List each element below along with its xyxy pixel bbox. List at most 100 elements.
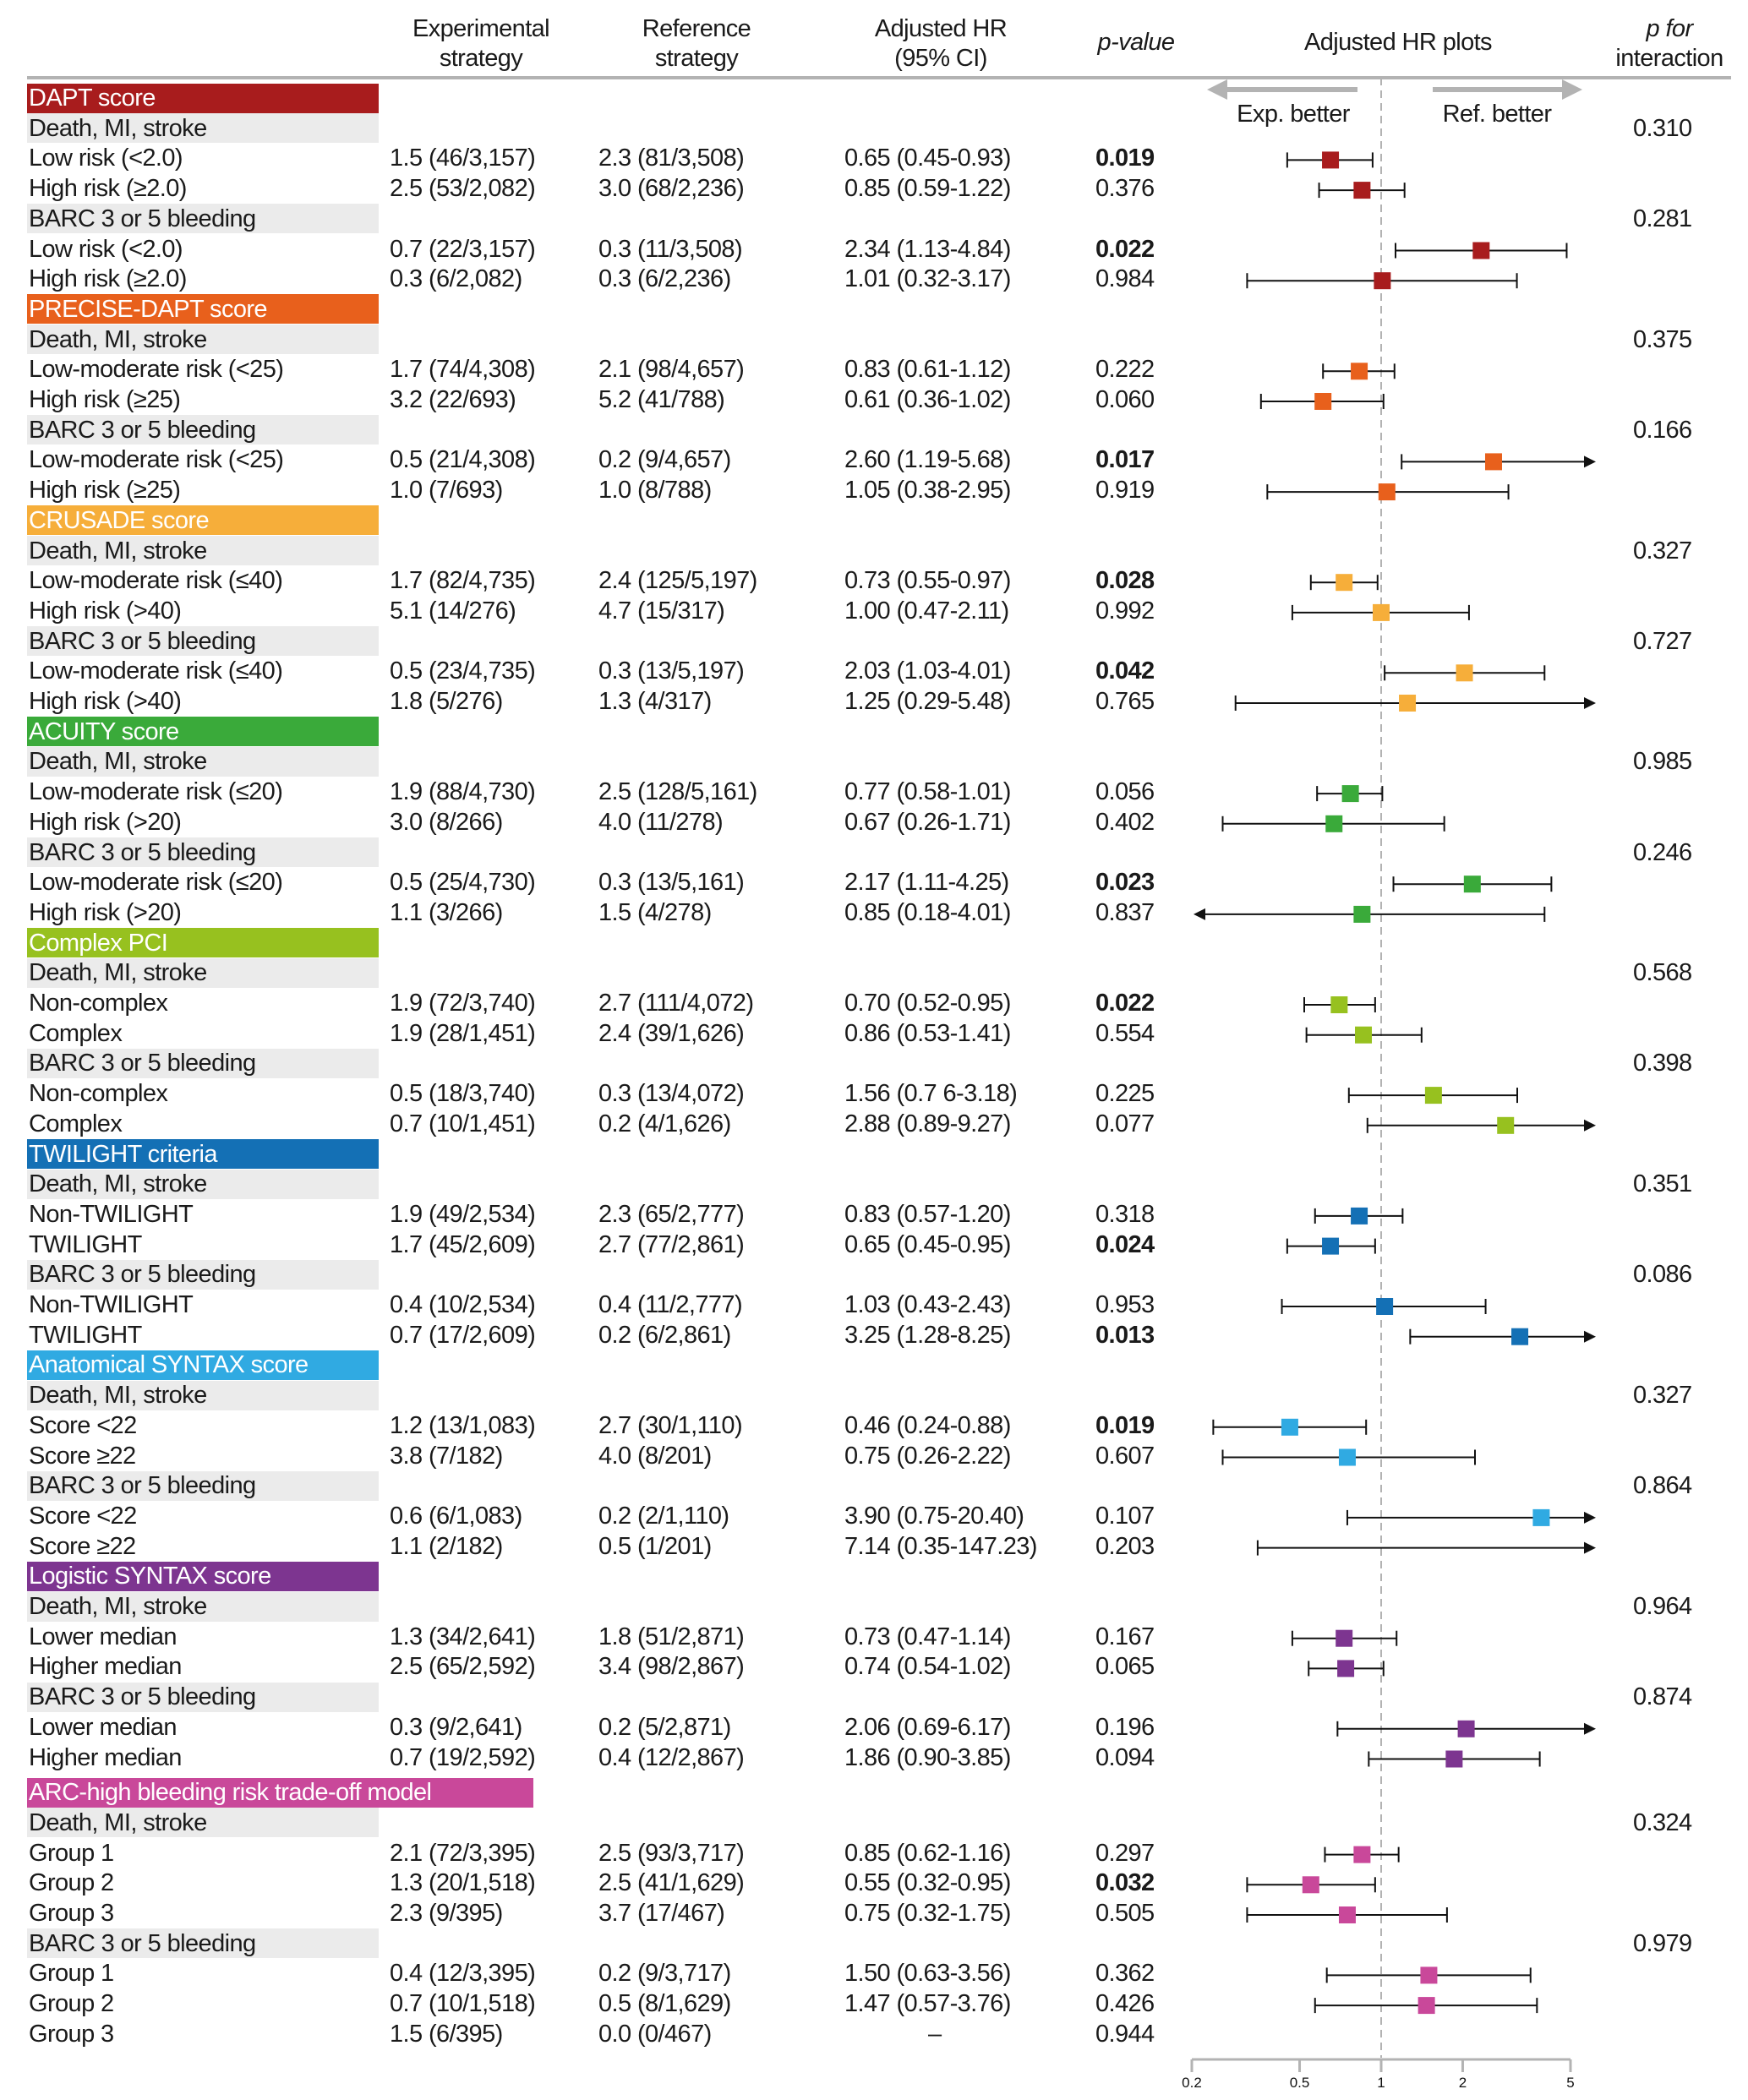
outcome-label: Death, MI, stroke (29, 1382, 207, 1410)
experimental-value: 0.7 (10/1,451) (390, 1110, 536, 1137)
experimental-value: 0.7 (19/2,592) (390, 1743, 536, 1771)
exp-better-arrowhead (1207, 79, 1227, 100)
experimental-value: 1.9 (49/2,534) (390, 1200, 536, 1228)
group-header: TWILIGHT criteria (29, 1140, 217, 1168)
ci-arrow-right (1584, 1541, 1596, 1554)
group-header: CRUSADE score (29, 506, 210, 534)
row-label: Higher median (29, 1743, 182, 1771)
adjusted-hr: – (928, 2020, 942, 2048)
row-label: Group 3 (29, 1900, 114, 1927)
outcome-label: BARC 3 or 5 bleeding (29, 205, 256, 232)
outcome-label: BARC 3 or 5 bleeding (29, 1472, 256, 1500)
hr-marker (1418, 1997, 1435, 2015)
reference-value: 0.3 (11/3,508) (598, 235, 743, 263)
reference-value: 4.7 (15/317) (598, 597, 725, 625)
outcome-band (27, 1470, 379, 1501)
reference-value: 0.2 (9/3,717) (598, 1960, 731, 1988)
p-value: 0.919 (1095, 477, 1155, 505)
row-label: Group 3 (29, 2020, 114, 2048)
adjusted-hr: 0.70 (0.52-0.95) (844, 990, 1011, 1017)
group-header: PRECISE-DAPT score (29, 295, 268, 323)
outcome-label: BARC 3 or 5 bleeding (29, 1683, 256, 1711)
adjusted-hr: 0.65 (0.45-0.93) (844, 145, 1011, 172)
group-header-band (27, 1350, 379, 1380)
group-header: ACUITY score (29, 717, 179, 745)
outcome-label: Death, MI, stroke (29, 537, 207, 565)
group-header-band (27, 717, 379, 747)
adjusted-hr: 0.83 (0.57-1.20) (844, 1200, 1011, 1228)
row-label: Lower median (29, 1623, 178, 1650)
row-label: High risk (≥25) (29, 386, 181, 413)
hr-marker (1374, 272, 1391, 290)
p-value: 0.167 (1095, 1623, 1155, 1650)
p-value: 0.032 (1095, 1869, 1155, 1897)
p-value: 0.376 (1095, 175, 1155, 203)
p-value: 0.426 (1095, 1990, 1155, 2018)
experimental-value: 0.4 (12/3,395) (390, 1960, 536, 1988)
hr-marker (1353, 182, 1371, 199)
group-header-band (27, 294, 379, 325)
p-interaction: 0.874 (1633, 1683, 1692, 1711)
experimental-value: 3.0 (8/266) (390, 808, 503, 836)
row-label: Score <22 (29, 1502, 137, 1530)
reference-value: 4.0 (11/278) (598, 808, 724, 836)
p-interaction: 0.327 (1633, 1382, 1692, 1410)
experimental-value: 1.2 (13/1,083) (390, 1411, 536, 1439)
hr-marker (1472, 242, 1490, 259)
outcome-label: BARC 3 or 5 bleeding (29, 1050, 256, 1077)
row-label: Low-moderate risk (<25) (29, 356, 284, 384)
outcome-band (27, 1682, 379, 1712)
ci-arrow-right (1584, 1330, 1596, 1343)
reference-value: 2.7 (77/2,861) (598, 1230, 745, 1258)
p-value: 0.992 (1095, 597, 1155, 625)
reference-value: 0.2 (2/1,110) (598, 1502, 729, 1530)
hr-marker (1355, 1026, 1373, 1044)
row-label: Non-TWILIGHT (29, 1200, 194, 1228)
experimental-value: 1.3 (34/2,641) (390, 1623, 536, 1650)
p-value: 0.107 (1095, 1502, 1155, 1530)
adjusted-hr: 2.88 (0.89-9.27) (844, 1110, 1011, 1137)
adjusted-hr: 0.65 (0.45-0.95) (844, 1230, 1011, 1258)
experimental-value: 2.5 (65/2,592) (390, 1653, 536, 1681)
reference-value: 0.2 (4/1,626) (598, 1110, 731, 1137)
row-label: Complex (29, 1019, 123, 1047)
ci-arrow-right (1584, 697, 1596, 709)
reference-value: 0.4 (12/2,867) (598, 1743, 745, 1771)
ref-better-arrowhead (1562, 79, 1582, 100)
outcome-label: BARC 3 or 5 bleeding (29, 627, 256, 655)
group-header-band (27, 1561, 379, 1591)
adjusted-hr: 1.25 (0.29-5.48) (844, 688, 1011, 715)
hr-marker (1457, 1720, 1475, 1737)
hr-marker (1338, 1448, 1356, 1466)
header-line: p for (1646, 15, 1693, 42)
adjusted-hr: 0.85 (0.59-1.22) (844, 175, 1011, 203)
p-value: 0.019 (1095, 1411, 1155, 1439)
p-value: 0.028 (1095, 567, 1155, 595)
outcome-band (27, 1928, 379, 1959)
reference-value: 0.2 (5/2,871) (598, 1713, 731, 1741)
group-header-band (27, 928, 379, 958)
row-label: Non-complex (29, 1080, 168, 1108)
reference-value: 0.3 (6/2,236) (598, 265, 731, 293)
hr-marker (1353, 1846, 1371, 1863)
reference-value: 2.5 (93/3,717) (598, 1839, 745, 1867)
x-tick-label: 0.5 (1290, 2075, 1310, 2091)
outcome-band (27, 536, 379, 565)
outcome-label: BARC 3 or 5 bleeding (29, 838, 256, 866)
row-label: Low risk (<2.0) (29, 145, 183, 172)
experimental-value: 0.3 (9/2,641) (390, 1713, 522, 1741)
outcome-label: Death, MI, stroke (29, 1170, 207, 1198)
p-interaction: 0.727 (1633, 627, 1692, 655)
group-header: Complex PCI (29, 929, 168, 957)
header-hr-plots: Adjusted HR plots (1304, 29, 1493, 56)
header-reference: Reference strategy (642, 14, 751, 74)
p-value: 0.024 (1095, 1230, 1155, 1258)
outcome-label: BARC 3 or 5 bleeding (29, 416, 256, 444)
adjusted-hr: 1.03 (0.43-2.43) (844, 1291, 1011, 1318)
ci-arrow-right (1584, 1722, 1596, 1735)
row-label: TWILIGHT (29, 1230, 142, 1258)
row-label: High risk (>40) (29, 688, 182, 715)
p-value: 0.402 (1095, 808, 1155, 836)
reference-value: 1.8 (51/2,871) (598, 1623, 745, 1650)
p-interaction: 0.979 (1633, 1929, 1692, 1957)
